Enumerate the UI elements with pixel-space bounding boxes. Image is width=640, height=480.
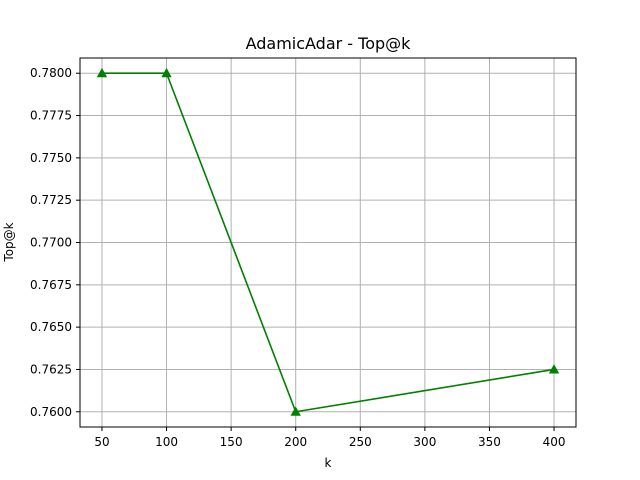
y-tick-label: 0.7675	[30, 278, 72, 292]
data-point	[290, 406, 301, 416]
x-tick-label: 200	[284, 435, 307, 449]
x-tick-label: 250	[349, 435, 372, 449]
series-layer	[96, 67, 560, 416]
y-tick-label: 0.7600	[30, 405, 72, 419]
series-line	[101, 72, 555, 413]
y-tick-label: 0.7700	[30, 236, 72, 250]
y-tick-label: 0.7650	[30, 320, 72, 334]
y-axis-label: Top@k	[2, 222, 16, 262]
chart-title: AdamicAdar - Top@k	[246, 34, 412, 53]
y-tick-label: 0.7725	[30, 193, 72, 207]
x-tick-label: 50	[94, 435, 109, 449]
x-tick-label: 300	[413, 435, 436, 449]
data-point	[548, 364, 560, 374]
y-tick-label: 0.7800	[30, 66, 72, 80]
y-axis-ticks: 0.7600 0.7625 0.7650 0.7675 0.7700 0.7725 0.77…	[30, 66, 80, 419]
plot-frame	[79, 57, 577, 428]
x-tick-label: 100	[155, 435, 178, 449]
y-tick-label: 0.7750	[30, 151, 72, 165]
x-tick-label: 400	[543, 435, 566, 449]
y-tick-label: 0.7625	[30, 362, 72, 376]
x-tick-label: 150	[220, 435, 243, 449]
y-tick-label: 0.7775	[30, 109, 72, 123]
x-axis-ticks: 50 100 150 200 250 300 350 400	[94, 427, 565, 449]
data-point	[96, 67, 108, 78]
data-point	[161, 67, 172, 78]
x-tick-label: 350	[478, 435, 501, 449]
grid	[80, 58, 576, 427]
x-axis-label: k	[325, 456, 332, 470]
